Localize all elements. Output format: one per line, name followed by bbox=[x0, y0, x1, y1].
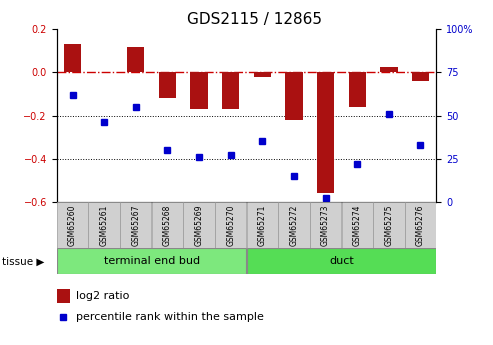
Bar bbox=[317, 72, 334, 193]
Text: GSM65272: GSM65272 bbox=[289, 204, 298, 246]
Bar bbox=[285, 72, 303, 120]
Text: GSM65270: GSM65270 bbox=[226, 204, 235, 246]
Text: GSM65271: GSM65271 bbox=[258, 204, 267, 246]
Text: GSM65267: GSM65267 bbox=[131, 204, 141, 246]
Text: GSM65275: GSM65275 bbox=[385, 204, 393, 246]
Bar bbox=[127, 47, 144, 72]
Bar bbox=[183, 202, 215, 248]
Bar bbox=[278, 202, 310, 248]
Bar bbox=[88, 202, 120, 248]
Text: tissue ▶: tissue ▶ bbox=[2, 256, 45, 266]
Bar bbox=[310, 202, 341, 248]
Text: GSM65273: GSM65273 bbox=[321, 204, 330, 246]
Text: GSM65269: GSM65269 bbox=[195, 204, 204, 246]
Bar bbox=[215, 202, 246, 248]
Bar bbox=[373, 202, 405, 248]
Text: GSM65261: GSM65261 bbox=[100, 204, 108, 246]
Text: log2 ratio: log2 ratio bbox=[76, 291, 130, 301]
Bar bbox=[405, 202, 436, 248]
Text: GSM65276: GSM65276 bbox=[416, 204, 425, 246]
Bar bbox=[159, 72, 176, 98]
Text: terminal end bud: terminal end bud bbox=[104, 256, 200, 266]
Bar bbox=[120, 202, 151, 248]
Bar bbox=[57, 248, 246, 274]
Text: percentile rank within the sample: percentile rank within the sample bbox=[76, 312, 264, 322]
Bar bbox=[64, 45, 81, 72]
Bar bbox=[222, 72, 240, 109]
Bar bbox=[349, 72, 366, 107]
Bar bbox=[380, 67, 397, 72]
Bar bbox=[412, 72, 429, 81]
Bar bbox=[57, 288, 70, 303]
Text: GSM65268: GSM65268 bbox=[163, 204, 172, 246]
Text: GSM65274: GSM65274 bbox=[352, 204, 362, 246]
Bar bbox=[342, 202, 373, 248]
Text: duct: duct bbox=[329, 256, 354, 266]
Bar bbox=[152, 202, 183, 248]
Bar bbox=[246, 202, 278, 248]
Text: GSM65260: GSM65260 bbox=[68, 204, 77, 246]
Bar bbox=[57, 202, 88, 248]
Bar bbox=[253, 72, 271, 77]
Bar bbox=[190, 72, 208, 109]
Bar bbox=[246, 248, 436, 274]
Text: GDS2115 / 12865: GDS2115 / 12865 bbox=[187, 12, 322, 27]
